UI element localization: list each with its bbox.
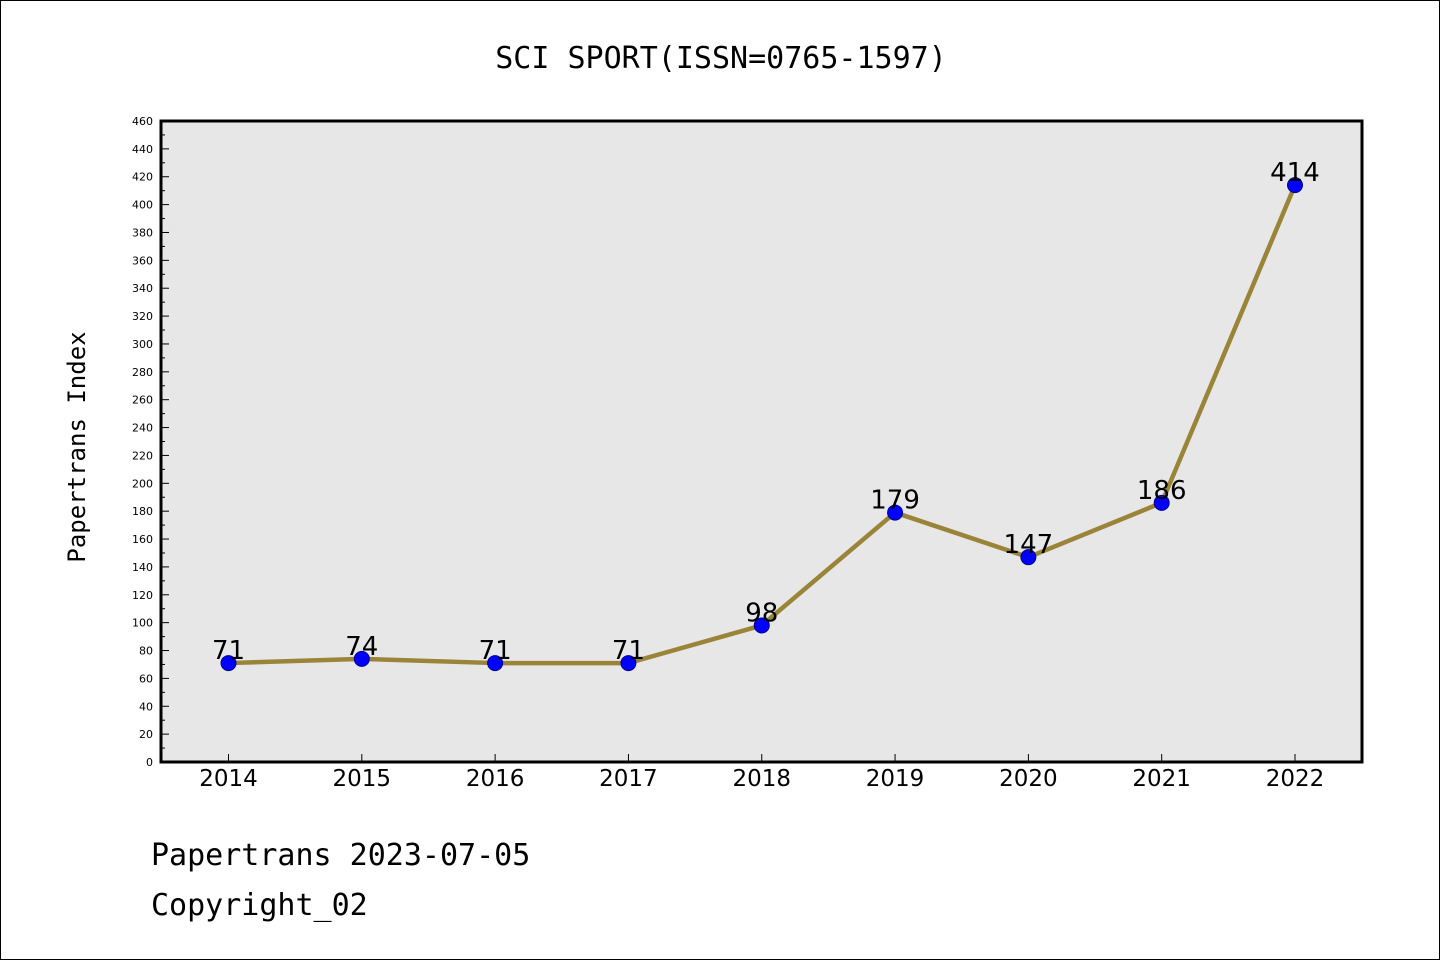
data-point — [1020, 549, 1037, 566]
y-tick-label: 200 — [132, 477, 153, 490]
data-label: 179 — [870, 486, 920, 516]
y-tick-label: 380 — [132, 226, 153, 239]
data-label: 71 — [479, 636, 512, 666]
footer-copyright: Copyright_02 — [151, 888, 368, 923]
x-axis: 2014 2015 2016 2017 2018 2019 2020 2021 2022 — [199, 754, 1324, 792]
y-axis-label: Papertrans Index — [63, 331, 91, 562]
data-label: 71 — [212, 636, 245, 666]
x-tick-label: 2015 — [333, 766, 392, 792]
x-tick-label: 2021 — [1132, 766, 1191, 792]
y-tick-label: 160 — [132, 533, 153, 546]
y-tick-label: 280 — [132, 366, 153, 379]
y-tick-label: 240 — [132, 422, 153, 435]
plot-area — [159, 119, 1364, 764]
data-point — [220, 655, 237, 672]
data-point — [753, 617, 770, 634]
data-label: 71 — [612, 636, 645, 666]
x-tick-label: 2020 — [999, 766, 1058, 792]
y-tick-label: 20 — [139, 728, 153, 741]
y-tick-label: 0 — [146, 756, 153, 769]
y-tick-label: 340 — [132, 282, 153, 295]
y-axis: 0 20 40 60 80 100 120 140 160 180 200 220 240 260 280 3… — [132, 115, 169, 769]
y-tick-label: 300 — [132, 338, 153, 351]
y-tick-label: 180 — [132, 505, 153, 518]
data-point — [887, 504, 904, 521]
y-tick-label: 60 — [139, 672, 153, 685]
y-tick-label: 120 — [132, 589, 153, 602]
x-tick-label: 2016 — [466, 766, 525, 792]
data-label: 74 — [345, 632, 378, 662]
x-tick-label: 2014 — [199, 766, 258, 792]
data-label: 414 — [1270, 158, 1320, 188]
series — [220, 177, 1303, 672]
data-labels: 71 74 71 71 98 179 147 186 414 — [212, 158, 1320, 666]
y-tick-label: 260 — [132, 394, 153, 407]
y-tick-label: 420 — [132, 171, 153, 184]
footer-date: Papertrans 2023-07-05 — [151, 838, 530, 873]
x-tick-label: 2019 — [866, 766, 925, 792]
data-label: 147 — [1004, 530, 1054, 560]
data-label: 98 — [745, 598, 778, 628]
y-tick-label: 100 — [132, 617, 153, 630]
y-tick-label: 360 — [132, 254, 153, 267]
data-label: 186 — [1137, 476, 1187, 506]
chart-title: SCI SPORT(ISSN=0765-1597) — [495, 41, 947, 76]
y-tick-label: 220 — [132, 449, 153, 462]
y-tick-label: 320 — [132, 310, 153, 323]
x-tick-label: 2018 — [732, 766, 791, 792]
data-point — [353, 650, 370, 667]
data-point — [1287, 177, 1303, 194]
y-tick-label: 440 — [132, 143, 153, 156]
x-tick-label: 2022 — [1266, 766, 1325, 792]
data-point — [620, 655, 637, 672]
data-point — [487, 655, 504, 672]
y-tick-label: 460 — [132, 115, 153, 128]
y-tick-label: 40 — [139, 700, 153, 713]
data-point — [1153, 494, 1170, 511]
y-tick-label: 140 — [132, 561, 153, 574]
x-tick-label: 2017 — [599, 766, 658, 792]
y-tick-label: 400 — [132, 199, 153, 212]
y-tick-label: 80 — [139, 645, 153, 658]
